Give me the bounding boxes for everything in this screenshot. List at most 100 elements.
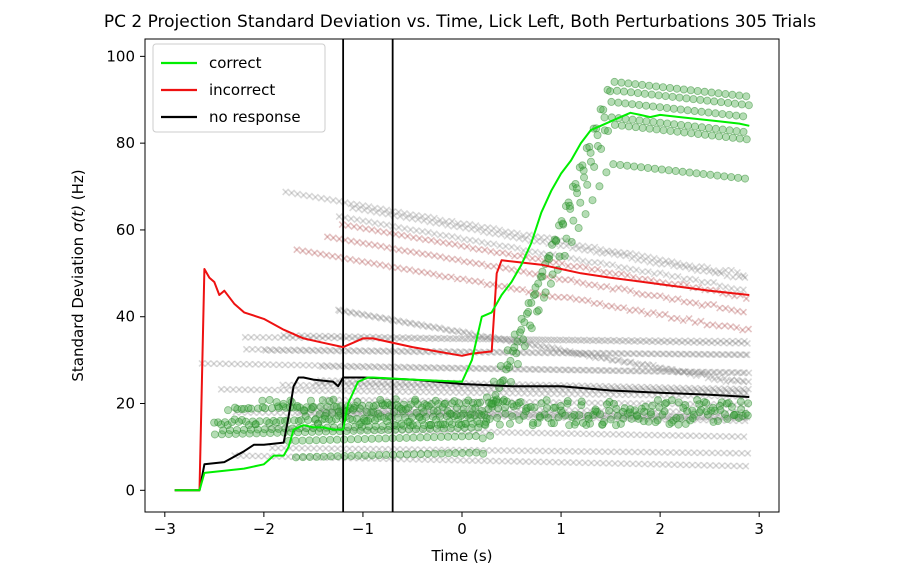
trial-circle-marker — [347, 451, 356, 460]
trial-cross-marker — [569, 349, 577, 357]
trial-circle-marker — [416, 433, 425, 442]
trial-cross-marker — [448, 255, 456, 263]
trial-cross-marker — [587, 459, 595, 467]
trial-cross-marker — [412, 267, 420, 275]
trial-cross-marker — [472, 237, 480, 245]
trial-cross-marker — [520, 429, 528, 437]
trial-circle-marker — [230, 415, 239, 424]
trial-circle-marker — [210, 418, 219, 427]
trial-cross-marker — [724, 462, 732, 470]
trial-circle-marker — [383, 398, 392, 407]
trial-cross-marker — [510, 457, 518, 465]
trial-cross-marker — [573, 430, 582, 438]
trial-cross-marker — [686, 275, 694, 283]
trial-cross-marker — [383, 243, 391, 251]
trial-cross-marker — [362, 225, 370, 233]
trial-cross-marker — [590, 299, 598, 307]
trial-cross-marker — [714, 449, 722, 457]
y-axis-ticks: 0 20 40 60 80 100 — [106, 47, 145, 499]
trial-cross-marker — [427, 383, 435, 392]
trial-cross-marker — [469, 244, 477, 253]
x-tick-label: −3 — [154, 520, 176, 538]
trial-cross-marker — [604, 414, 612, 422]
trial-cross-marker — [204, 359, 212, 368]
trial-cross-marker — [730, 350, 738, 359]
trial-cross-marker — [700, 461, 708, 469]
trial-cross-marker — [454, 234, 462, 242]
trial-cross-marker — [465, 276, 473, 285]
y-tick-label: 20 — [116, 395, 135, 413]
trial-circle-marker — [681, 401, 690, 410]
trial-cross-marker — [626, 307, 634, 315]
trial-cross-marker — [546, 385, 554, 394]
trial-cross-marker — [335, 235, 343, 243]
trial-cross-marker — [554, 447, 562, 455]
trial-cross-marker — [365, 240, 373, 248]
trial-cross-marker — [603, 430, 611, 438]
trial-cross-marker — [298, 444, 306, 452]
y-axis-title-prefix: Standard Deviation — [69, 232, 87, 382]
trial-cross-marker — [579, 257, 587, 265]
trial-circle-marker — [617, 78, 626, 87]
trial-cross-marker — [632, 266, 640, 274]
trial-cross-marker — [504, 457, 512, 465]
trial-cross-marker — [451, 384, 459, 392]
trial-cross-marker — [478, 260, 486, 268]
trial-cross-marker — [430, 252, 438, 260]
trial-cross-marker — [241, 386, 249, 394]
trial-cross-marker — [394, 363, 402, 371]
trial-circle-marker — [514, 399, 523, 408]
trial-cross-marker — [559, 447, 568, 455]
trial-cross-marker — [245, 360, 254, 368]
trial-circle-marker — [513, 360, 522, 369]
trial-cross-marker — [617, 460, 625, 468]
trial-cross-marker — [398, 231, 406, 239]
trial-cross-marker — [451, 240, 459, 249]
trial-cross-marker — [513, 285, 521, 293]
trial-cross-marker — [658, 350, 667, 358]
trial-circle-marker — [606, 87, 615, 96]
trial-cross-marker — [299, 191, 308, 199]
trial-cross-marker — [283, 334, 291, 342]
trial-cross-marker — [651, 431, 659, 439]
trial-circle-marker — [649, 102, 658, 111]
trial-cross-marker — [518, 447, 526, 455]
trial-circle-marker — [683, 106, 692, 115]
trial-cross-marker — [408, 411, 416, 419]
trial-cross-marker — [667, 314, 675, 322]
trial-circle-marker — [318, 396, 327, 405]
trial-cross-marker — [508, 265, 516, 273]
trial-circle-marker — [714, 132, 723, 141]
trial-cross-marker — [435, 272, 444, 280]
trial-cross-marker — [459, 364, 468, 372]
trial-circle-marker — [319, 452, 328, 461]
trial-circle-marker — [737, 405, 746, 414]
trial-cross-marker — [415, 383, 423, 391]
trial-cross-marker — [475, 245, 483, 254]
trial-circle-marker — [298, 453, 307, 462]
trial-cross-marker — [241, 333, 249, 341]
trial-cross-marker — [502, 428, 510, 437]
trial-circle-marker — [272, 398, 281, 407]
trial-cross-marker — [605, 459, 613, 467]
trial-cross-marker — [728, 432, 736, 441]
trial-circle-marker — [688, 414, 697, 423]
trial-circle-marker — [628, 115, 637, 124]
trial-cross-marker — [334, 445, 342, 453]
trial-cross-marker — [260, 345, 268, 354]
trial-cross-marker — [406, 266, 414, 274]
x-axis-title: Time (s) — [431, 547, 493, 565]
trial-circle-marker — [580, 173, 589, 182]
trial-cross-marker — [628, 254, 636, 262]
trial-cross-marker — [271, 386, 279, 394]
trial-cross-marker — [296, 346, 304, 354]
trial-circle-marker — [602, 168, 611, 177]
trial-circle-marker — [367, 434, 376, 443]
trial-circle-marker — [607, 97, 616, 106]
trial-circle-marker — [725, 110, 734, 119]
trial-cross-marker — [323, 233, 331, 241]
trial-cross-marker — [349, 346, 357, 354]
trial-circle-marker — [617, 121, 626, 130]
trial-cross-marker — [591, 281, 599, 289]
trial-circle-marker — [579, 166, 588, 175]
